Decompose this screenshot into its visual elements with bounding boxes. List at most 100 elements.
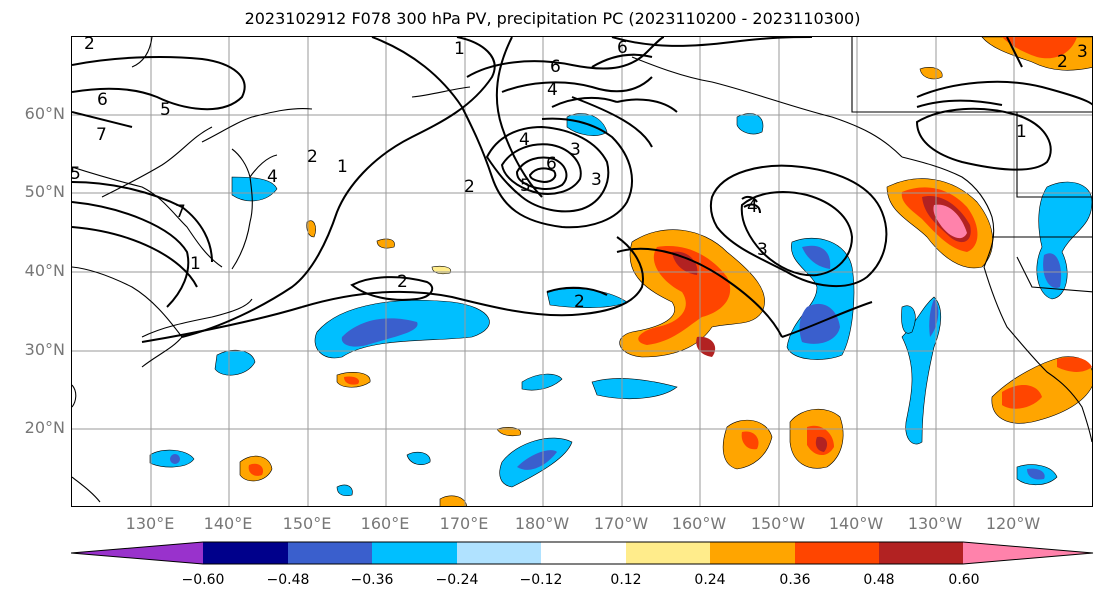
contour-label: 4	[519, 130, 530, 150]
neg-core	[517, 450, 557, 470]
colorbar-segment	[879, 542, 963, 564]
contour-label: 1	[1016, 122, 1027, 142]
contour-label: 3	[757, 240, 768, 260]
lat-label: 60°N	[24, 104, 65, 123]
colorbar-segment	[963, 542, 1093, 564]
colorbar-segment	[541, 542, 626, 564]
neg-area	[1036, 181, 1092, 300]
graticule	[72, 37, 1092, 506]
lon-label: 130°W	[907, 514, 963, 533]
contour-label: 4	[547, 80, 558, 100]
colorbar-tick: 0.60	[948, 572, 980, 588]
neg-core	[1027, 468, 1045, 480]
lon-label: 130°E	[125, 514, 175, 533]
lat-label: 40°N	[24, 261, 65, 280]
colorbar-tick: 0.12	[610, 572, 642, 588]
lon-label: 180°W	[514, 514, 570, 533]
neg-area	[591, 378, 678, 399]
pos-area	[919, 67, 943, 80]
contour-label: 2	[84, 37, 95, 54]
contour-label: 1	[337, 157, 348, 177]
lon-label: 160°W	[671, 514, 727, 533]
contour-label: 3	[1077, 42, 1088, 62]
contour-label: 5	[520, 176, 531, 196]
pos-max	[933, 204, 967, 239]
neg-area	[214, 349, 256, 376]
contour-label: 2	[397, 272, 408, 292]
coastlines	[72, 37, 1092, 503]
map-title: 2023102912 F078 300 hPa PV, precipitatio…	[244, 9, 861, 28]
lon-label: 170°W	[593, 514, 649, 533]
contour-label: 7	[96, 125, 107, 145]
colorbar-segment	[710, 542, 795, 564]
lat-label: 30°N	[24, 340, 65, 359]
lon-label: 170°E	[439, 514, 489, 533]
contour-label: 2	[574, 292, 585, 312]
contour-label: 5	[72, 164, 81, 184]
colorbar-tick: 0.36	[779, 572, 811, 588]
colorbar-tick: 0.48	[863, 572, 895, 588]
neg-area	[336, 484, 353, 497]
colorbar-segment	[288, 542, 372, 564]
contour-labels: 2 1 2 6 5 7 5 6 4 3 2 1 1 7 2 4 6 6 3 5 …	[72, 37, 1088, 312]
neg-area	[546, 288, 628, 308]
colorbar	[71, 541, 1094, 565]
colorbar-tick: 0.24	[694, 572, 726, 588]
lon-label: 140°E	[203, 514, 253, 533]
contour-label: 6	[97, 90, 108, 110]
colorbar-tick: −0.36	[350, 572, 394, 588]
pos-darker	[672, 251, 698, 275]
contour-label: 2	[464, 177, 475, 197]
neg-area	[521, 373, 563, 391]
contour-label: 6	[546, 154, 557, 174]
colorbar-segment	[203, 542, 288, 564]
lon-label: 150°W	[750, 514, 806, 533]
pos-darker	[696, 336, 716, 357]
contour-label: 1	[454, 39, 465, 59]
neg-core	[341, 318, 418, 347]
contour-label: 3	[591, 170, 602, 190]
colorbar-tick: −0.24	[435, 572, 479, 588]
lat-label: 20°N	[24, 418, 65, 437]
lon-label: 140°W	[828, 514, 884, 533]
contour-label: 7	[175, 202, 186, 222]
pos-strong	[638, 246, 731, 345]
neg-core	[799, 303, 840, 344]
pos-area	[431, 265, 452, 275]
neg-core	[802, 245, 831, 269]
contour-label: 5	[160, 100, 171, 120]
colorbar-segment	[795, 542, 879, 564]
contour-label: 6	[617, 38, 628, 58]
colorbar-tick: −0.12	[519, 572, 563, 588]
pos-strong	[248, 463, 264, 476]
pos-strong	[741, 431, 759, 450]
lon-label: 150°E	[282, 514, 332, 533]
colorbar-segment	[457, 542, 541, 564]
contour-label: 2	[1057, 52, 1068, 72]
contour-label: 1	[190, 254, 201, 274]
colorbar-segment	[372, 542, 457, 564]
lon-label: 160°E	[360, 514, 410, 533]
pos-area	[439, 495, 467, 506]
neg-core	[1043, 253, 1062, 288]
contour-label: 6	[550, 57, 561, 77]
neg-area	[736, 113, 764, 135]
precip-shading	[149, 37, 1092, 506]
lat-label: 50°N	[24, 182, 65, 201]
contour-label: 3	[570, 140, 581, 160]
colorbar-segments	[71, 542, 1093, 564]
pos-area	[306, 220, 316, 238]
map-canvas: 2 1 2 6 5 7 5 6 4 3 2 1 1 7 2 4 6 6 3 5 …	[72, 37, 1092, 506]
contour-label: 4	[267, 167, 278, 187]
pos-darker	[815, 436, 828, 452]
neg-area	[406, 451, 431, 465]
neg-area	[901, 305, 916, 334]
contour-label: 2	[307, 147, 318, 167]
lon-label: 120°W	[985, 514, 1041, 533]
pv-contours	[72, 37, 1092, 343]
neg-core	[170, 454, 180, 464]
pos-strong	[1057, 357, 1092, 372]
colorbar-segment	[626, 542, 710, 564]
neg-area	[231, 176, 278, 202]
pos-strong	[1002, 37, 1077, 59]
